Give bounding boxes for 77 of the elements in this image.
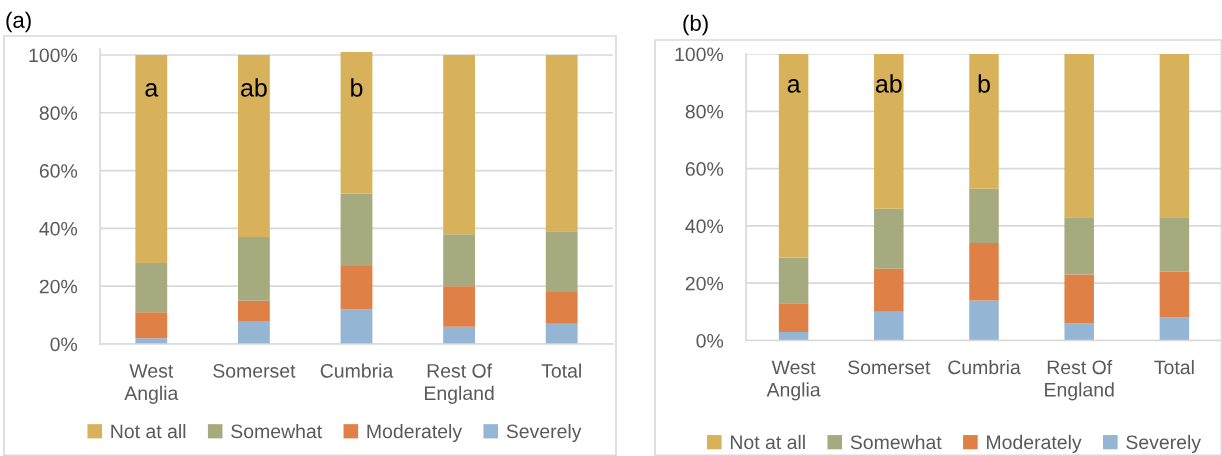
bar <box>969 188 999 244</box>
y-tick-label: 100% <box>675 47 724 62</box>
x-tick-label: West Anglia <box>766 360 821 401</box>
bar <box>443 326 475 344</box>
y-tick-label: 40% <box>39 221 78 236</box>
y-tick-label: 20% <box>685 276 724 291</box>
y-tick-label: 60% <box>685 162 724 176</box>
bar <box>778 54 809 258</box>
annotation: b <box>351 78 363 97</box>
legend-label: Somewhat <box>850 434 942 450</box>
bar <box>238 300 270 321</box>
legend-label: Moderately <box>367 423 463 443</box>
annotation: a <box>787 79 801 93</box>
chart-title: (a) <box>6 11 31 33</box>
legend-label: Not at all <box>111 423 186 439</box>
bar <box>874 208 904 269</box>
bar <box>545 54 578 232</box>
bar <box>874 54 904 209</box>
x-tick-label: Cumbria <box>948 359 1021 375</box>
legend-label: Severely <box>1126 434 1201 453</box>
bar <box>1064 323 1094 341</box>
bar <box>1159 317 1190 341</box>
y-tick-label: 100% <box>29 48 78 63</box>
x-tick-label: Total <box>541 363 581 378</box>
chart-title: (b) <box>683 14 708 36</box>
bar <box>1064 217 1094 275</box>
bar <box>969 243 999 301</box>
legend-label: Somewhat <box>231 423 322 439</box>
x-tick-label: West Anglia <box>124 364 179 404</box>
legend-label: Severely <box>506 423 582 443</box>
bar <box>1064 54 1094 218</box>
annotation: b <box>978 74 990 93</box>
x-tick-label: Total <box>1154 359 1194 375</box>
bar <box>340 193 373 266</box>
y-tick-label: 40% <box>685 219 724 234</box>
x-tick-label: Somerset <box>213 363 296 378</box>
bar <box>778 331 809 341</box>
bar <box>1159 54 1190 218</box>
bar <box>1064 274 1094 324</box>
y-tick-label: 0% <box>696 333 724 348</box>
bar <box>443 286 475 327</box>
bar <box>545 323 578 344</box>
x-tick-label: Somerset <box>848 360 931 375</box>
bar <box>545 231 578 292</box>
y-tick-label: 80% <box>685 104 724 119</box>
bar <box>874 311 904 341</box>
bar <box>135 263 168 313</box>
annotation: ab <box>875 74 902 93</box>
y-tick-label: 20% <box>39 279 78 294</box>
annotation: a <box>145 83 159 97</box>
bar <box>778 257 809 304</box>
bar <box>238 237 270 301</box>
y-tick-label: 80% <box>39 106 78 121</box>
bar <box>135 312 168 339</box>
bar <box>874 268 904 312</box>
legend-label: Not at all <box>730 434 805 450</box>
bar <box>238 320 270 344</box>
legend-label: Moderately <box>987 434 1082 453</box>
bar <box>443 54 475 235</box>
bar <box>1159 271 1190 318</box>
bar <box>135 54 168 264</box>
bar <box>340 309 373 344</box>
annotation: ab <box>241 78 267 97</box>
bar <box>1159 217 1190 272</box>
bar <box>238 54 270 238</box>
bar <box>778 303 809 332</box>
bar <box>443 234 475 287</box>
bar <box>340 52 373 194</box>
bar <box>969 54 999 189</box>
y-tick-label: 0% <box>50 337 78 352</box>
x-tick-label: Rest Of England <box>1045 359 1114 401</box>
bar <box>340 265 373 310</box>
y-tick-label: 60% <box>39 164 78 178</box>
x-tick-label: Cumbria <box>320 363 394 378</box>
x-tick-label: Rest Of England <box>425 363 494 404</box>
bar <box>545 291 578 324</box>
bar <box>969 300 999 341</box>
